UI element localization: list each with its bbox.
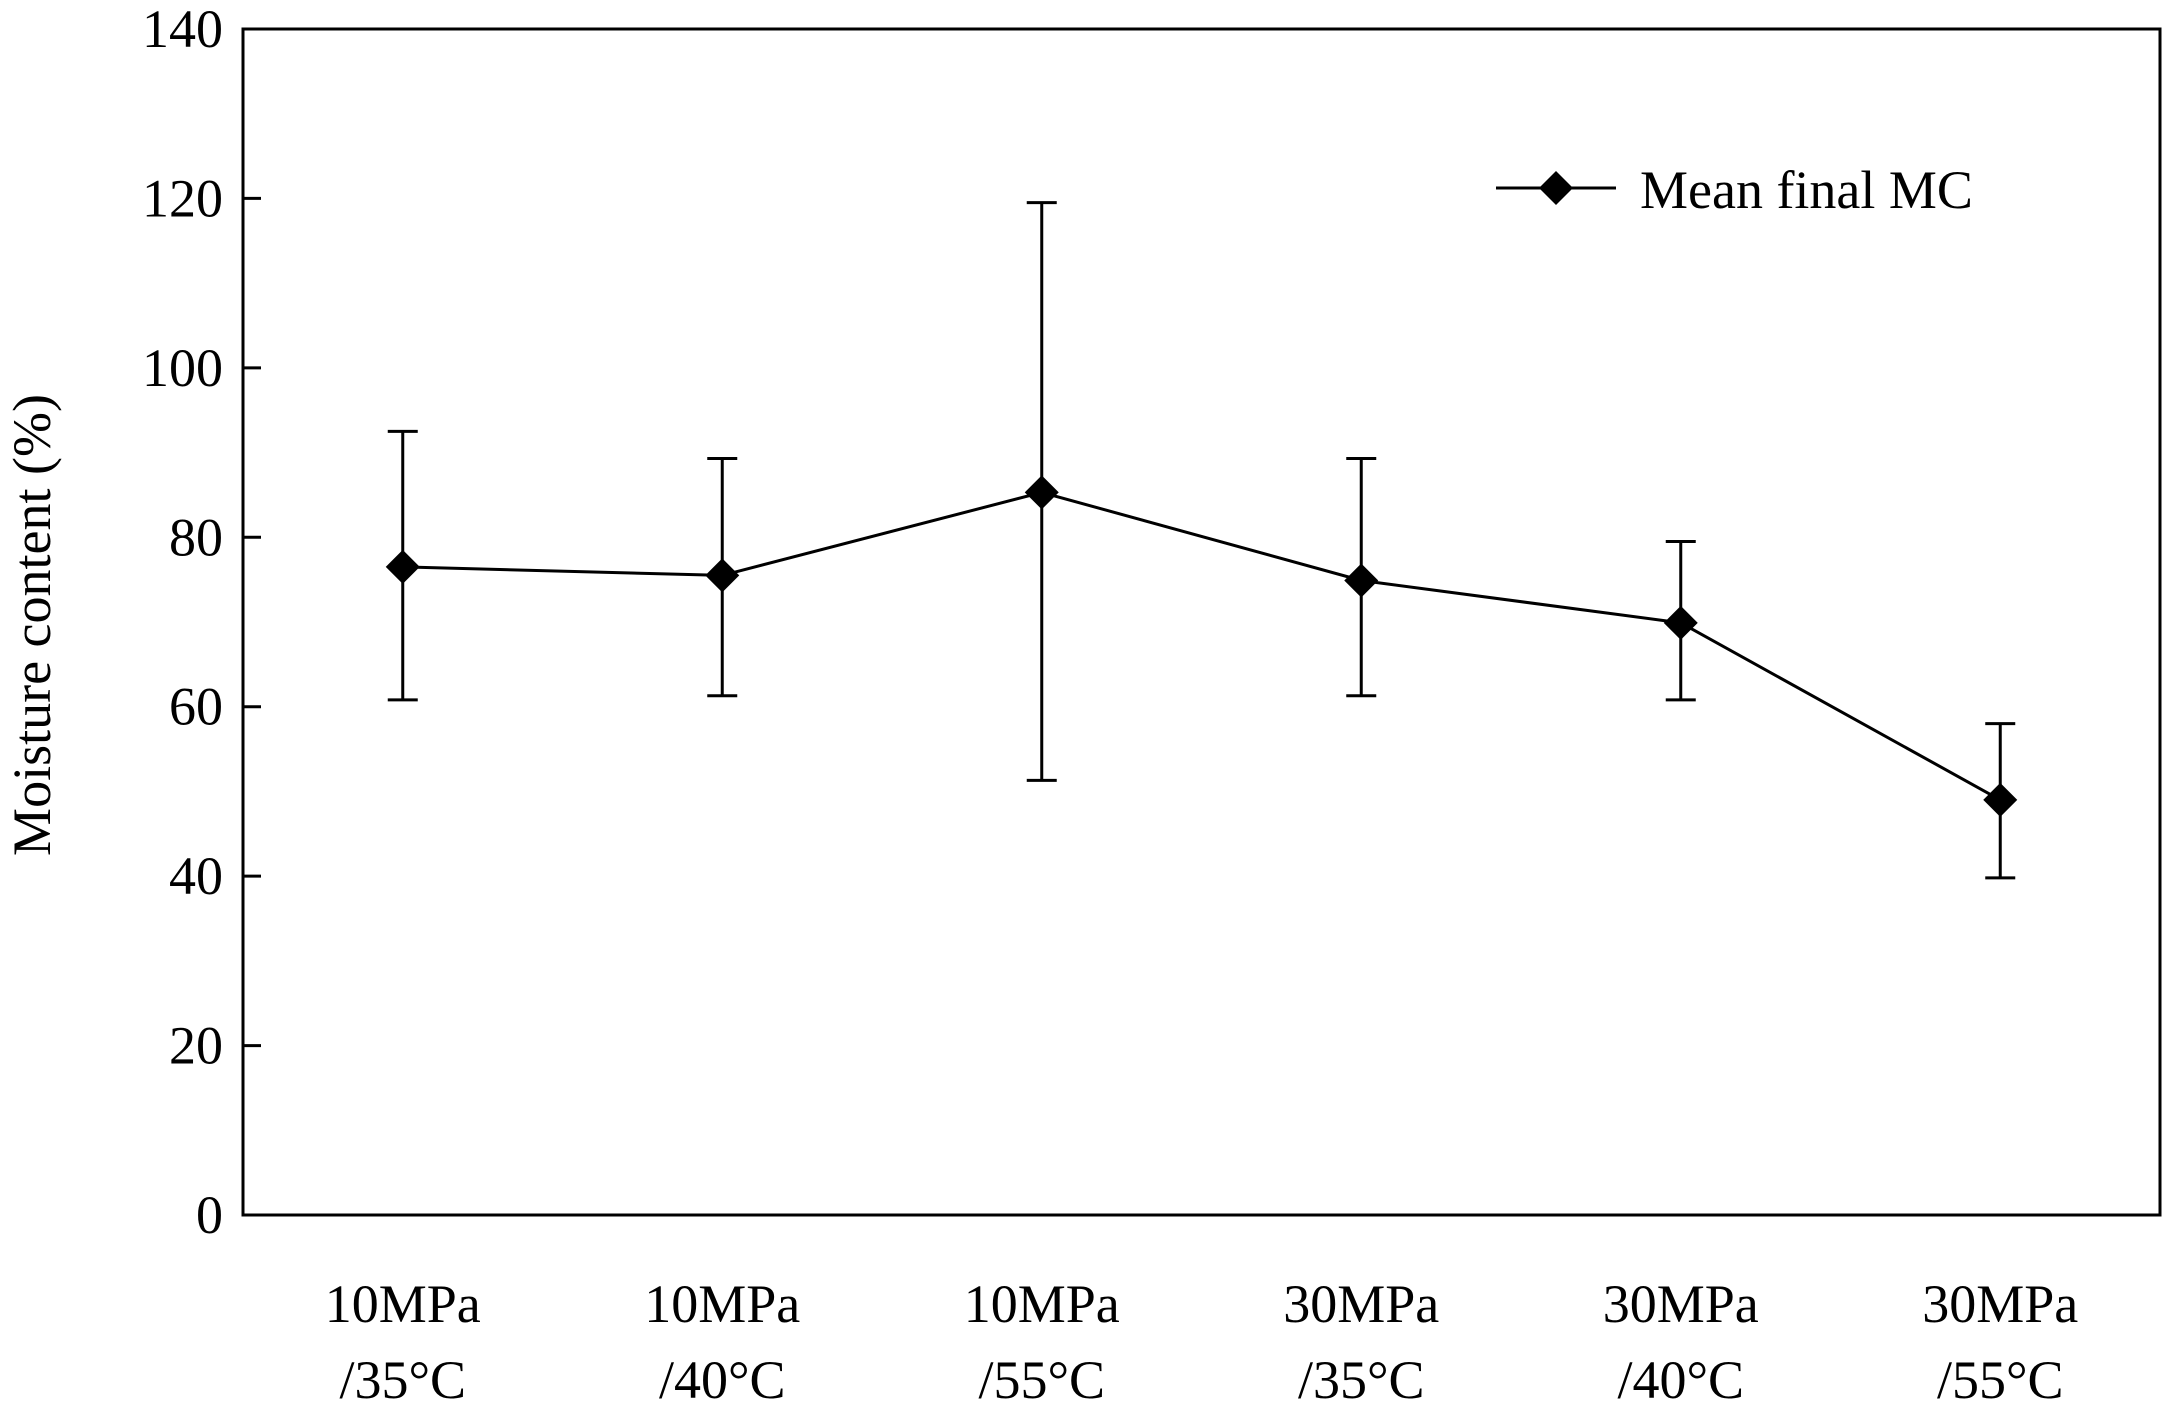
y-tick-label: 100 <box>142 338 223 398</box>
data-point-marker <box>1663 605 1698 640</box>
y-tick-label: 60 <box>169 677 223 737</box>
x-tick-label: 10MPa <box>644 1274 800 1334</box>
y-tick-label: 140 <box>142 0 223 59</box>
x-tick-label: /55°C <box>1937 1350 2064 1410</box>
legend-diamond-marker <box>1539 171 1573 205</box>
y-axis-title: Moisture content (%) <box>2 394 62 856</box>
data-point-marker <box>1344 563 1379 598</box>
series-line <box>402 490 2001 802</box>
x-tick-label: /40°C <box>1617 1350 1744 1410</box>
y-tick-label: 0 <box>196 1185 223 1245</box>
error-bars <box>387 201 2016 880</box>
plot-area-frame <box>241 27 2162 1217</box>
x-tick-label: /40°C <box>659 1350 786 1410</box>
y-tick-label: 80 <box>169 507 223 567</box>
x-tick-label: /35°C <box>1298 1350 1425 1410</box>
x-tick-label: 30MPa <box>1922 1274 2078 1334</box>
data-point-marker <box>1024 475 1059 510</box>
x-tick-label: /55°C <box>978 1350 1105 1410</box>
x-tick-label: 30MPa <box>1283 1274 1439 1334</box>
y-tick-label: 120 <box>142 168 223 228</box>
legend: Mean final MC <box>1496 160 1973 220</box>
y-tick-label: 40 <box>169 846 223 906</box>
data-point-marker <box>1983 782 2018 817</box>
series-markers <box>385 475 2018 817</box>
x-tick-label: /35°C <box>339 1350 466 1410</box>
y-tick-label: 20 <box>169 1016 223 1076</box>
series-lines <box>402 490 2001 802</box>
x-tick-label: 10MPa <box>964 1274 1120 1334</box>
x-tick-label: 30MPa <box>1603 1274 1759 1334</box>
legend-label: Mean final MC <box>1640 160 1973 220</box>
x-axis-labels: 10MPa/35°C 10MPa/40°C 10MPa/55°C 30MPa/35°C… <box>325 1274 2079 1410</box>
y-axis-ticks: 0 20 40 60 80 100 120 140 <box>142 0 261 1245</box>
data-point-marker <box>385 549 420 584</box>
x-tick-label: 10MPa <box>325 1274 481 1334</box>
data-point-marker <box>705 558 740 593</box>
